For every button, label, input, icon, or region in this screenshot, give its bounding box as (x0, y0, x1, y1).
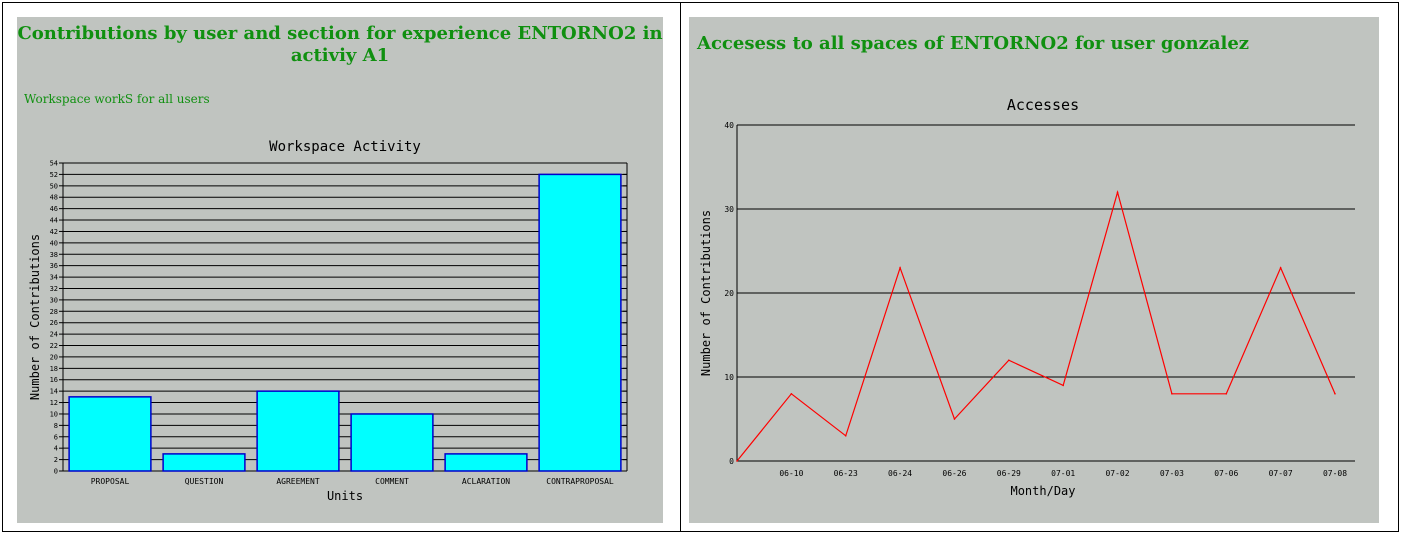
chart-title: Workspace Activity (269, 139, 421, 155)
x-tick-label: 06-26 (942, 469, 966, 478)
x-tick-label: 07-06 (1214, 469, 1238, 478)
y-tick-label: 52 (50, 171, 58, 179)
data-point (1008, 359, 1010, 362)
x-tick-label: 06-29 (997, 469, 1021, 478)
x-tick-label: 07-02 (1105, 469, 1129, 478)
y-tick-label: 2 (54, 456, 58, 464)
data-point (1062, 384, 1064, 387)
workspace-activity-chart: Workspace Activity0246810121416182022242… (28, 139, 628, 503)
accesses-series-line (736, 189, 1336, 462)
data-point (736, 460, 738, 462)
y-tick-label: 42 (50, 228, 58, 236)
y-tick-label: 14 (50, 388, 58, 396)
y-tick-label: 0 (729, 457, 734, 466)
bar-aclaration (444, 453, 528, 472)
x-axis-label: Units (327, 489, 363, 503)
right-panel-heading: Accesess to all spaces of ENTORNO2 for u… (697, 33, 1249, 54)
y-tick-label: 38 (50, 251, 58, 259)
x-tick-label: 06-23 (834, 469, 858, 478)
y-tick-label: 22 (50, 342, 58, 350)
y-tick-label: 26 (50, 319, 58, 327)
y-tick-label: 28 (50, 308, 58, 316)
x-tick-label: CONTRAPROPOSAL (546, 477, 614, 486)
x-tick-label: 06-10 (779, 469, 803, 478)
y-tick-label: 48 (50, 194, 58, 202)
bar-contraproposal (538, 173, 622, 472)
y-tick-label: 18 (50, 365, 58, 373)
y-tick-label: 10 (50, 410, 58, 418)
x-tick-label: 06-24 (888, 469, 912, 478)
bar-proposal (68, 396, 152, 472)
y-tick-label: 40 (724, 121, 734, 130)
x-axis-label: Month/Day (1010, 484, 1075, 498)
data-point (1171, 393, 1173, 395)
data-point (953, 418, 956, 420)
y-tick-label: 40 (50, 239, 58, 247)
y-axis-label: Number of Contributions (28, 234, 42, 400)
data-point (1116, 191, 1119, 193)
data-point (844, 435, 847, 437)
workspace-activity-panel: Contributions by user and section for ex… (17, 17, 663, 523)
y-tick-label: 20 (724, 289, 734, 298)
y-tick-label: 0 (54, 468, 58, 476)
x-tick-label: 07-08 (1323, 469, 1347, 478)
data-point (899, 267, 901, 269)
x-tick-label: 07-03 (1160, 469, 1184, 478)
data-point (790, 393, 793, 395)
y-tick-label: 16 (50, 376, 58, 384)
data-point (1279, 267, 1282, 269)
y-tick-label: 36 (50, 262, 58, 270)
y-tick-label: 32 (50, 285, 58, 293)
y-tick-label: 6 (54, 433, 58, 441)
y-tick-label: 54 (50, 160, 58, 168)
y-tick-label: 4 (54, 445, 58, 453)
x-tick-label: AGREEMENT (276, 477, 320, 486)
column-divider (680, 2, 681, 532)
bar-agreement (256, 390, 340, 472)
left-panel-subtitle: Workspace workS for all users (24, 92, 210, 106)
y-tick-label: 12 (50, 399, 58, 407)
x-tick-label: PROPOSAL (91, 477, 130, 486)
x-tick-label: COMMENT (375, 477, 409, 486)
data-point (1334, 393, 1336, 395)
chart-title: Accesses (1007, 96, 1079, 114)
y-tick-label: 8 (54, 422, 58, 430)
y-tick-label: 44 (50, 217, 58, 225)
y-tick-label: 20 (50, 353, 58, 361)
y-tick-label: 10 (724, 373, 734, 382)
y-tick-label: 50 (50, 182, 58, 190)
x-tick-label: 07-07 (1269, 469, 1293, 478)
bar-comment (350, 413, 434, 472)
x-tick-label: 07-01 (1051, 469, 1075, 478)
bar-question (162, 453, 246, 472)
data-point (1225, 393, 1228, 395)
x-tick-label: QUESTION (185, 477, 224, 486)
y-tick-label: 30 (724, 205, 734, 214)
accesses-panel: Accesess to all spaces of ENTORNO2 for u… (689, 17, 1379, 523)
y-tick-label: 24 (50, 331, 58, 339)
y-tick-label: 46 (50, 205, 58, 213)
y-axis-label: Number of Contributions (699, 210, 713, 376)
x-tick-label: ACLARATION (462, 477, 510, 486)
y-tick-label: 34 (50, 274, 58, 282)
left-panel-heading: Contributions by user and section for ex… (17, 23, 663, 66)
accesses-chart: Accesses 0 10 20 30 40 06-10 06-23 06-24 06-26 06-… (699, 96, 1355, 498)
y-tick-label: 30 (50, 296, 58, 304)
